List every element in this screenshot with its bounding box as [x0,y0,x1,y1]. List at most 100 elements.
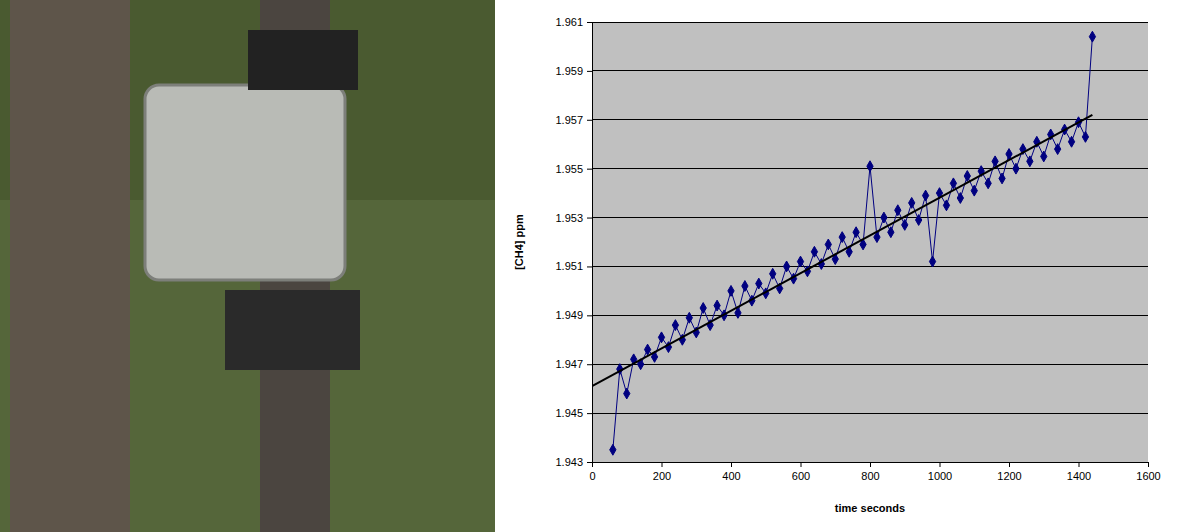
chart-svg: 1.9431.9451.9471.9491.9511.9531.9551.957… [0,0,1186,532]
marker [895,205,901,216]
y-tick-mark [587,71,592,72]
x-axis-title: time seconds [835,502,905,514]
y-tick: 1.961 [555,16,592,28]
y-axis-title: [CH4] ppm [513,214,525,270]
marker [902,219,908,230]
marker [1068,136,1074,147]
x-tick-label: 800 [861,470,879,482]
marker [1041,151,1047,162]
y-tick: 1.955 [555,163,592,175]
photo-placeholder [0,0,498,532]
axis-line [587,23,593,463]
y-tick-label: 1.961 [555,16,583,28]
marker [1089,31,1095,42]
marker [1027,156,1033,167]
x-tick: 0 [589,462,595,482]
grid-line [592,217,1148,218]
x-tick-label: 600 [792,470,810,482]
y-tick-mark [587,462,592,463]
y-tick: 1.943 [555,456,592,468]
marker [992,156,998,167]
photo-wrap [225,290,360,370]
y-tick: 1.957 [555,114,592,126]
marker [950,178,956,189]
y-tick-label: 1.949 [555,309,583,321]
x-tick-mark [940,462,941,467]
marker [957,193,963,204]
marker [888,227,894,238]
marker [756,278,762,289]
x-tick: 1000 [928,462,952,482]
marker [881,212,887,223]
x-axis: 0 200 400 600 800 1000 1200 1400 1600 [589,462,1160,482]
y-tick-mark [587,169,592,170]
grid-line [592,119,1148,120]
marker [610,444,616,455]
y-tick-mark [587,218,592,219]
y-tick-label: 1.957 [555,114,583,126]
x-tick-label: 1600 [1136,470,1160,482]
marker [929,256,935,267]
grid-line [592,413,1148,414]
x-tick: 1400 [1067,462,1091,482]
y-tick-label: 1.945 [555,407,583,419]
marker [943,200,949,211]
marker [783,261,789,272]
x-tick: 200 [653,462,671,482]
x-tick-mark [870,462,871,467]
x-tick: 1600 [1136,462,1160,482]
marker [728,285,734,296]
x-tick-mark [1148,462,1149,467]
y-tick-mark [587,120,592,121]
grid-line [592,22,1148,23]
y-tick-label: 1.959 [555,65,583,77]
marker [1082,131,1088,142]
marker [811,246,817,257]
x-tick-mark [801,462,802,467]
y-tick-label: 1.955 [555,163,583,175]
grid-line [592,266,1148,267]
marker [916,215,922,226]
x-tick: 1200 [997,462,1021,482]
y-tick-label: 1.953 [555,212,583,224]
photo-wrap [248,30,358,90]
grid [592,22,1148,462]
marker [839,232,845,243]
marker [1055,144,1061,155]
photo-ground [0,0,495,532]
y-tick: 1.951 [555,260,592,272]
divider [495,0,498,532]
series-line [592,115,1092,386]
y-tick-mark [587,364,592,365]
marker [644,344,650,355]
grid-line [592,70,1148,71]
marker [742,281,748,292]
x-tick-label: 1400 [1067,470,1091,482]
x-tick-label: 1000 [928,470,952,482]
marker [770,268,776,279]
marker [672,320,678,331]
marker [714,300,720,311]
marker [971,185,977,196]
y-tick: 1.949 [555,309,592,321]
marker [825,239,831,250]
x-tick: 400 [722,462,740,482]
x-tick-mark [1009,462,1010,467]
x-tick: 600 [792,462,810,482]
marker [999,173,1005,184]
y-tick-label: 1.943 [555,456,583,468]
series-line [613,37,1093,450]
marker [853,227,859,238]
marker [909,197,915,208]
plot-area [592,22,1148,462]
x-tick-label: 1200 [997,470,1021,482]
marker [867,161,873,172]
x-tick-label: 200 [653,470,671,482]
y-tick-mark [587,266,592,267]
x-tick-mark [662,462,663,467]
y-tick-mark [587,413,592,414]
marker [797,256,803,267]
data-layer [592,31,1096,455]
y-tick: 1.953 [555,212,592,224]
x-tick-label: 0 [589,470,595,482]
